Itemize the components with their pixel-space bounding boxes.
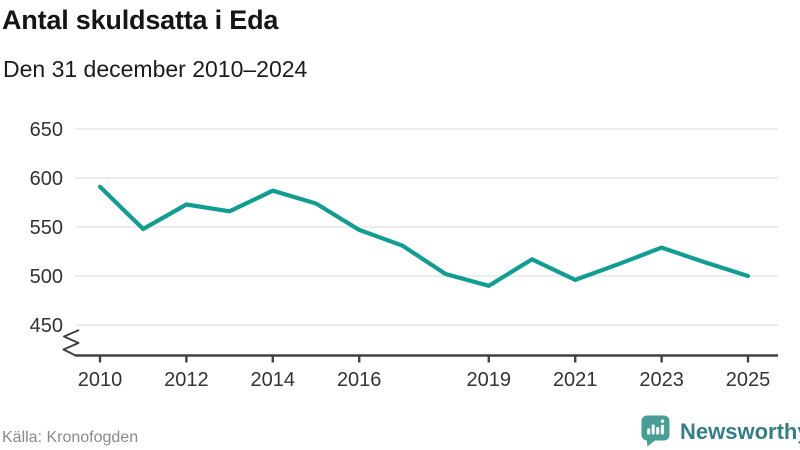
bar-tall-icon: [651, 424, 655, 435]
logo-bubble: [641, 415, 670, 441]
exclamation-dot-icon: [660, 419, 665, 423]
bar-short-icon: [647, 428, 651, 435]
exclamation-bar-icon: [660, 424, 665, 435]
x-tick-label: 2012: [164, 369, 209, 391]
y-tick-label: 550: [30, 217, 63, 239]
chart-subtitle: Den 31 december 2010–2024: [3, 56, 308, 82]
source-label: Källa: Kronofogden: [2, 429, 139, 446]
x-tick-label: 2019: [467, 369, 512, 391]
newsworthy-wordmark: Newsworthy: [680, 418, 800, 444]
x-tick-label: 2021: [553, 369, 598, 391]
x-tick-label: 2025: [726, 369, 771, 391]
x-tick-label: 2014: [251, 369, 296, 391]
x-tick-label: 2016: [337, 369, 382, 391]
logo-bubble-tail: [646, 438, 655, 447]
x-tick-label: 2023: [639, 369, 684, 391]
newsworthy-logo: Newsworthy: [641, 415, 800, 447]
y-tick-label: 650: [30, 119, 63, 141]
axis-break-squiggle: [62, 329, 80, 357]
newsworthy-bubble-icon: [641, 415, 670, 447]
y-tick-label: 600: [30, 168, 63, 190]
bar-medium-icon: [656, 427, 660, 435]
y-tick-label: 500: [30, 266, 63, 288]
page-title: Antal skuldsatta i Eda: [2, 5, 279, 35]
data-line: [97, 184, 751, 288]
y-tick-label: 450: [30, 315, 63, 337]
x-tick-label: 2010: [78, 369, 123, 391]
